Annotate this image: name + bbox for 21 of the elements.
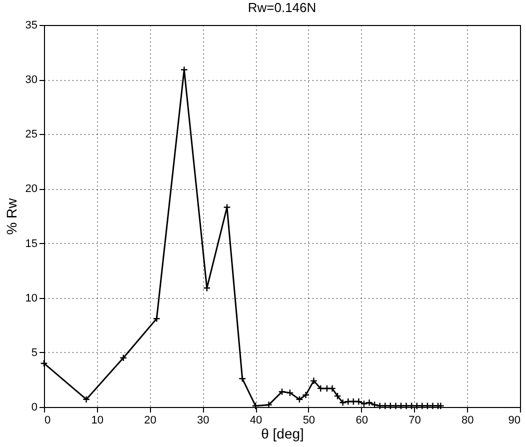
y-tick-label: 25 xyxy=(25,128,38,141)
y-tick-label: 15 xyxy=(25,238,38,250)
x-axis-title: θ [deg] xyxy=(261,426,304,442)
x-tick-label: 90 xyxy=(508,414,520,426)
x-tick-label: 0 xyxy=(44,414,51,426)
y-tick-label: 35 xyxy=(25,20,38,32)
x-tick-label: 10 xyxy=(91,414,104,426)
y-tick-label: 20 xyxy=(25,183,38,196)
x-tick-label: 60 xyxy=(356,414,368,426)
x-tick-label: 50 xyxy=(302,414,316,426)
y-tick-label: 30 xyxy=(25,74,38,86)
y-axis-title: % Rw xyxy=(3,197,20,235)
y-tick-label: 0 xyxy=(31,402,38,414)
y-tick-label: 5 xyxy=(31,346,38,359)
chart-title: Rw=0.146N xyxy=(248,0,316,15)
x-tick-label: 30 xyxy=(197,414,210,426)
x-tick-label: 20 xyxy=(144,414,156,426)
y-tick-label: 10 xyxy=(25,292,38,304)
x-tick-label: 80 xyxy=(461,414,474,426)
x-tick-label: 70 xyxy=(408,414,421,426)
x-tick-label: 40 xyxy=(250,414,262,426)
